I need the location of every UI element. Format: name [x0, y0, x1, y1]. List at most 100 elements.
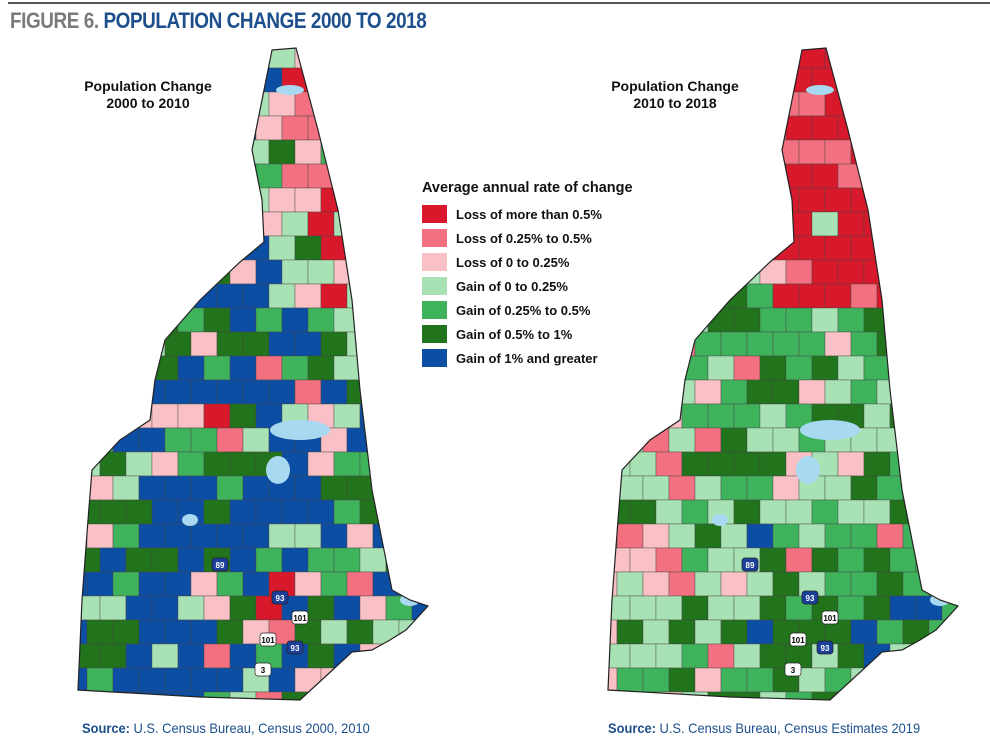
municipality [629, 403, 657, 429]
municipality [863, 307, 891, 333]
municipality [941, 67, 958, 93]
municipality [681, 163, 709, 189]
municipality [359, 451, 387, 477]
municipality [824, 283, 852, 309]
municipality [694, 379, 722, 405]
municipality [720, 331, 748, 357]
municipality [333, 499, 361, 525]
municipality [307, 115, 335, 141]
municipality [216, 187, 244, 213]
municipality [759, 691, 787, 700]
municipality [346, 667, 374, 693]
municipality [164, 379, 192, 405]
municipality [655, 547, 683, 573]
municipality [372, 619, 400, 645]
municipality [398, 91, 426, 117]
municipality [707, 259, 735, 285]
municipality [112, 139, 140, 165]
municipality [608, 475, 618, 501]
municipality [398, 427, 426, 453]
municipality [681, 307, 709, 333]
municipality [151, 115, 179, 141]
municipality [78, 115, 101, 141]
municipality [242, 283, 270, 309]
municipality [78, 427, 88, 453]
map-2000-2010: 89 93 101 101 93 3 [77, 47, 430, 701]
municipality [863, 163, 891, 189]
municipality [746, 331, 774, 357]
municipality [772, 427, 800, 453]
municipality [359, 211, 387, 237]
municipality [203, 307, 231, 333]
municipality [86, 667, 114, 693]
municipality [99, 115, 127, 141]
municipality [824, 139, 852, 165]
municipality [359, 259, 387, 285]
map-2010-2018: 89 93 101 101 93 3 [607, 47, 960, 701]
municipality [281, 691, 309, 700]
municipality [876, 91, 904, 117]
municipality [681, 211, 709, 237]
municipality [125, 307, 153, 333]
municipality [99, 499, 127, 525]
legend-item: Loss of 0.25% to 0.5% [422, 226, 633, 250]
municipality [681, 451, 709, 477]
municipality [216, 283, 244, 309]
municipality [151, 499, 179, 525]
municipality [151, 595, 179, 621]
municipality [824, 235, 852, 261]
municipality [824, 523, 852, 549]
municipality [733, 163, 761, 189]
municipality [772, 139, 800, 165]
municipality [608, 691, 631, 700]
municipality [229, 451, 257, 477]
municipality [655, 307, 683, 333]
municipality [125, 355, 153, 381]
municipality [78, 187, 88, 213]
municipality [902, 427, 930, 453]
municipality [889, 115, 917, 141]
municipality [242, 427, 270, 453]
municipality [242, 91, 270, 117]
legend-swatch [422, 205, 447, 223]
municipality [138, 139, 166, 165]
municipality [164, 475, 192, 501]
municipality [177, 643, 205, 669]
municipality [707, 163, 735, 189]
municipality [268, 523, 296, 549]
municipality [164, 619, 192, 645]
municipality [616, 667, 644, 693]
municipality [398, 667, 426, 693]
municipality [242, 187, 270, 213]
municipality [902, 331, 930, 357]
municipality [294, 187, 322, 213]
municipality [281, 547, 309, 573]
municipality [190, 139, 218, 165]
municipality [876, 571, 904, 597]
municipality [707, 451, 735, 477]
municipality [151, 211, 179, 237]
municipality [655, 403, 683, 429]
route-shield: 101 [789, 632, 807, 647]
map-title-2000-2010: Population Change 2000 to 2010 [58, 78, 238, 112]
municipality [359, 355, 387, 381]
legend-item: Gain of 0.25% to 0.5% [422, 298, 633, 322]
municipality [772, 91, 800, 117]
municipality [876, 48, 904, 69]
municipality [889, 355, 917, 381]
municipality [733, 595, 761, 621]
municipality [385, 643, 413, 669]
municipality [642, 139, 670, 165]
municipality [346, 427, 374, 453]
municipality [759, 643, 787, 669]
municipality [941, 115, 958, 141]
municipality [346, 187, 374, 213]
municipality [86, 139, 114, 165]
municipality [78, 451, 101, 477]
route-shield: 93 [801, 590, 819, 605]
municipality [112, 667, 140, 693]
municipality [164, 235, 192, 261]
municipality [125, 643, 153, 669]
municipality [281, 307, 309, 333]
municipality [190, 187, 218, 213]
